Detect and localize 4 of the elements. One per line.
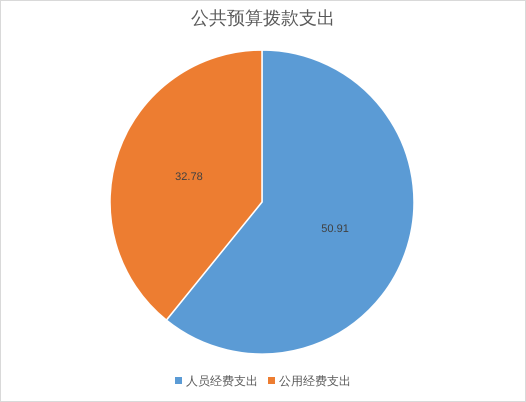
legend-label: 人员经费支出: [186, 374, 258, 388]
title: 公共预算拨款支出: [191, 8, 335, 28]
legend-label: 公用经费支出: [279, 374, 351, 388]
legend: 人员经费支出 公用经费支出: [175, 374, 351, 388]
